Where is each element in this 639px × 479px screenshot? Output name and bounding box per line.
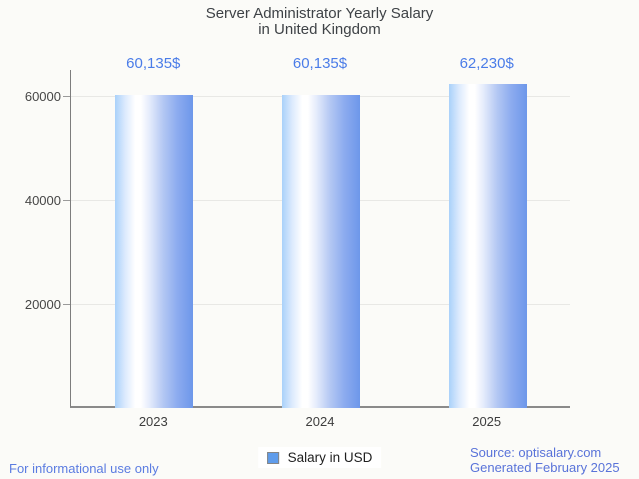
bar-2024[interactable] <box>282 94 360 408</box>
value-label-2024: 60,135$ <box>292 55 348 72</box>
plot-area <box>70 70 570 408</box>
generated-date: Generated February 2025 <box>470 460 620 475</box>
value-label-2023: 60,135$ <box>126 55 181 72</box>
x-tick-label-2024: 2024 <box>305 414 335 429</box>
x-tick-label-2023: 2023 <box>138 414 168 429</box>
y-tick-label: 40000 <box>24 192 61 208</box>
legend-label: Salary in USD <box>287 450 373 465</box>
x-tick-label-2025: 2025 <box>472 414 502 429</box>
y-tick-label: 20000 <box>24 296 61 312</box>
bar-2023[interactable] <box>115 94 194 408</box>
bar-2025[interactable] <box>448 83 527 408</box>
disclaimer-text: For informational use only <box>9 461 159 476</box>
value-label-2025: 62,230$ <box>459 55 514 72</box>
chart-title-line2: in United Kingdom <box>258 21 381 38</box>
chart-title: Server Administrator Yearly Salary in Un… <box>0 6 639 38</box>
source-link[interactable]: Source: optisalary.com <box>470 445 602 460</box>
source-attribution: Source: optisalary.com Generated Februar… <box>470 445 620 475</box>
y-axis-tick <box>63 95 70 97</box>
y-axis-tick <box>63 303 70 305</box>
y-axis-tick <box>63 199 70 201</box>
chart-title-line1: Server Administrator Yearly Salary <box>205 5 434 22</box>
legend-swatch-icon <box>266 451 279 464</box>
y-tick-label: 60000 <box>24 88 61 104</box>
legend: Salary in USD <box>257 447 382 468</box>
